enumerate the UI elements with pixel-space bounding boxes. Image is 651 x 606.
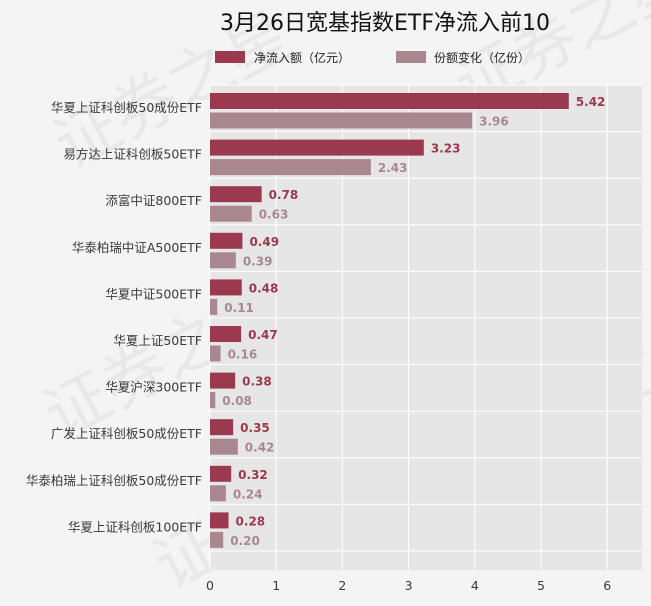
bar-net-inflow	[210, 232, 243, 249]
value-label-net-inflow: 0.28	[236, 514, 266, 528]
value-label-share-change: 0.42	[245, 441, 275, 455]
bar-net-inflow	[210, 93, 569, 109]
x-tick-label: 4	[471, 578, 479, 593]
value-label-share-change: 0.24	[233, 487, 263, 501]
value-label-net-inflow: 3.23	[431, 142, 461, 156]
category-label: 添富中证800ETF	[105, 193, 202, 208]
bar-share-change	[210, 485, 226, 502]
bar-net-inflow	[210, 139, 424, 156]
category-label: 华泰柏瑞中证A500ETF	[72, 240, 202, 255]
bar-net-inflow	[210, 465, 232, 482]
x-tick-label: 5	[537, 578, 545, 593]
chart-title: 3月26日宽基指数ETF净流入前10	[220, 11, 550, 36]
bar-share-change	[210, 298, 218, 315]
legend-swatch-net-inflow	[215, 51, 245, 63]
bar-net-inflow	[210, 372, 236, 389]
value-label-share-change: 0.11	[224, 301, 254, 315]
x-tick-label: 6	[603, 578, 611, 593]
bar-share-change	[210, 392, 216, 409]
legend: 净流入额（亿元） 份额变化（亿份）	[215, 50, 530, 65]
bar-share-change	[210, 205, 252, 222]
category-label: 华夏中证500ETF	[105, 286, 202, 301]
category-label: 华夏上证科创板100ETF	[68, 519, 202, 534]
category-label: 易方达上证科创板50ETF	[63, 147, 202, 162]
bar-net-inflow	[210, 326, 242, 342]
value-label-share-change: 0.63	[259, 208, 289, 222]
value-label-net-inflow: 0.32	[238, 468, 268, 482]
value-label-net-inflow: 0.35	[240, 421, 270, 435]
category-labels: 华夏上证科创板50成份ETF 易方达上证科创板50ETF 添富中证800ETF 华泰柏…	[26, 100, 202, 534]
value-label-net-inflow: 0.78	[269, 188, 299, 202]
legend-swatch-share-change	[396, 51, 426, 63]
legend-label-net-inflow: 净流入额（亿元）	[254, 50, 350, 65]
value-label-net-inflow: 0.48	[249, 281, 279, 295]
bar-net-inflow	[210, 512, 229, 529]
category-label: 华夏沪深300ETF	[105, 380, 202, 395]
bar-share-change	[210, 531, 224, 548]
category-label: 华夏上证50ETF	[113, 333, 202, 348]
value-label-share-change: 0.16	[228, 348, 258, 362]
x-tick-label: 2	[338, 578, 346, 593]
value-label-share-change: 3.96	[479, 115, 509, 129]
value-label-share-change: 2.43	[378, 161, 408, 175]
category-label: 华夏上证科创板50成份ETF	[51, 100, 202, 115]
bar-share-change	[210, 438, 238, 455]
bar-share-change	[210, 252, 236, 269]
value-label-share-change: 0.20	[230, 534, 260, 548]
bar-share-change	[210, 112, 473, 129]
value-label-net-inflow: 0.38	[242, 375, 272, 389]
x-tick-label: 0	[206, 578, 214, 593]
value-label-share-change: 0.08	[222, 394, 252, 408]
x-tick-labels: 0 1 2 3 4 5 6	[206, 578, 611, 593]
value-label-net-inflow: 0.49	[249, 235, 279, 249]
category-label: 广发上证科创板50成份ETF	[51, 426, 202, 441]
x-tick-label: 3	[405, 578, 413, 593]
bar-share-change	[210, 345, 221, 362]
value-label-net-inflow: 5.42	[576, 95, 606, 109]
bars	[210, 93, 569, 548]
value-labels: 5.42 3.96 3.23 2.43 0.78 0.63 0.49 0.39 0.48 0.11…	[222, 95, 605, 548]
bar-net-inflow	[210, 419, 234, 436]
legend-label-share-change: 份额变化（亿份）	[434, 50, 530, 65]
bar-share-change	[210, 159, 371, 176]
value-label-share-change: 0.39	[243, 254, 273, 268]
category-label: 华泰柏瑞上证科创板50成份ETF	[26, 473, 202, 488]
bar-net-inflow	[210, 279, 242, 296]
bar-net-inflow	[210, 186, 262, 203]
x-tick-label: 1	[272, 578, 280, 593]
value-label-net-inflow: 0.47	[248, 328, 278, 342]
